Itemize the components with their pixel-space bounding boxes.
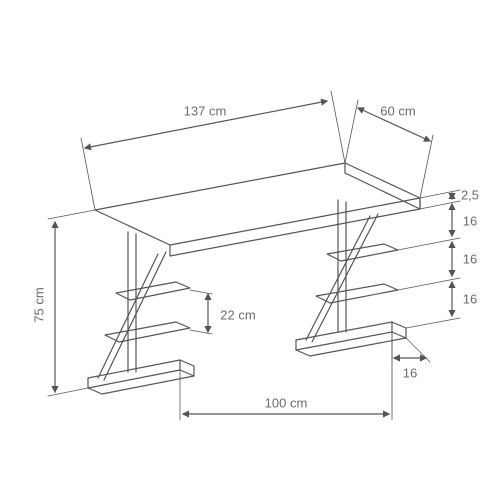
- dim-depth-top: 60 cm: [380, 103, 415, 118]
- dim-thickness: 2,5: [461, 187, 479, 202]
- desk-technical-drawing: 137 cm 60 cm 2,5 16 16 16 100 cm 22 cm 7…: [0, 0, 500, 500]
- dim-seg-top: 16: [463, 213, 477, 228]
- dim-height-left: 75 cm: [31, 287, 46, 322]
- dim-shelf-gap: 22 cm: [220, 307, 255, 322]
- dim-seg-mid2: 16: [463, 251, 477, 266]
- dim-foot-depth: 16: [403, 365, 417, 380]
- dim-width-top: 137 cm: [184, 103, 227, 118]
- dim-seg-mid: 16: [463, 291, 477, 306]
- dim-inner-width: 100 cm: [265, 395, 308, 410]
